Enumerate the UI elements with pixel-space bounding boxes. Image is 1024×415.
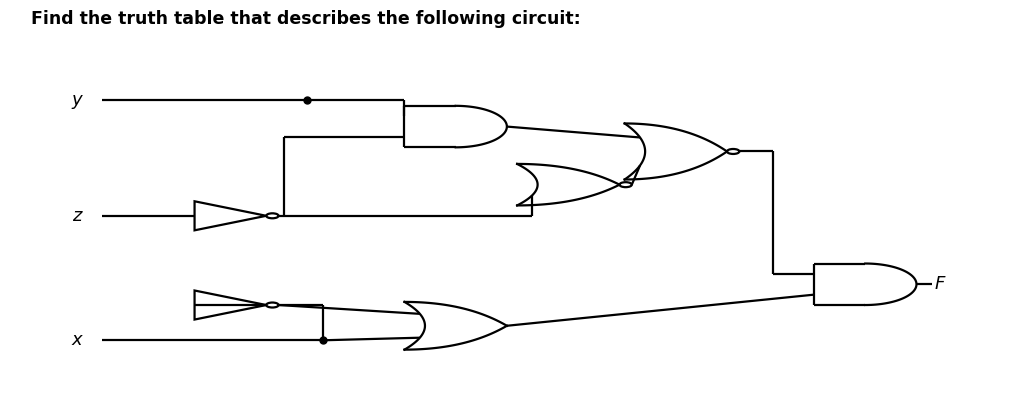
Circle shape [266, 303, 279, 308]
Text: y: y [72, 90, 82, 109]
Text: z: z [72, 207, 82, 225]
Text: x: x [72, 331, 82, 349]
Text: F: F [935, 275, 945, 293]
Circle shape [266, 213, 279, 218]
Text: Find the truth table that describes the following circuit:: Find the truth table that describes the … [31, 10, 581, 28]
Circle shape [620, 182, 632, 187]
Circle shape [727, 149, 739, 154]
